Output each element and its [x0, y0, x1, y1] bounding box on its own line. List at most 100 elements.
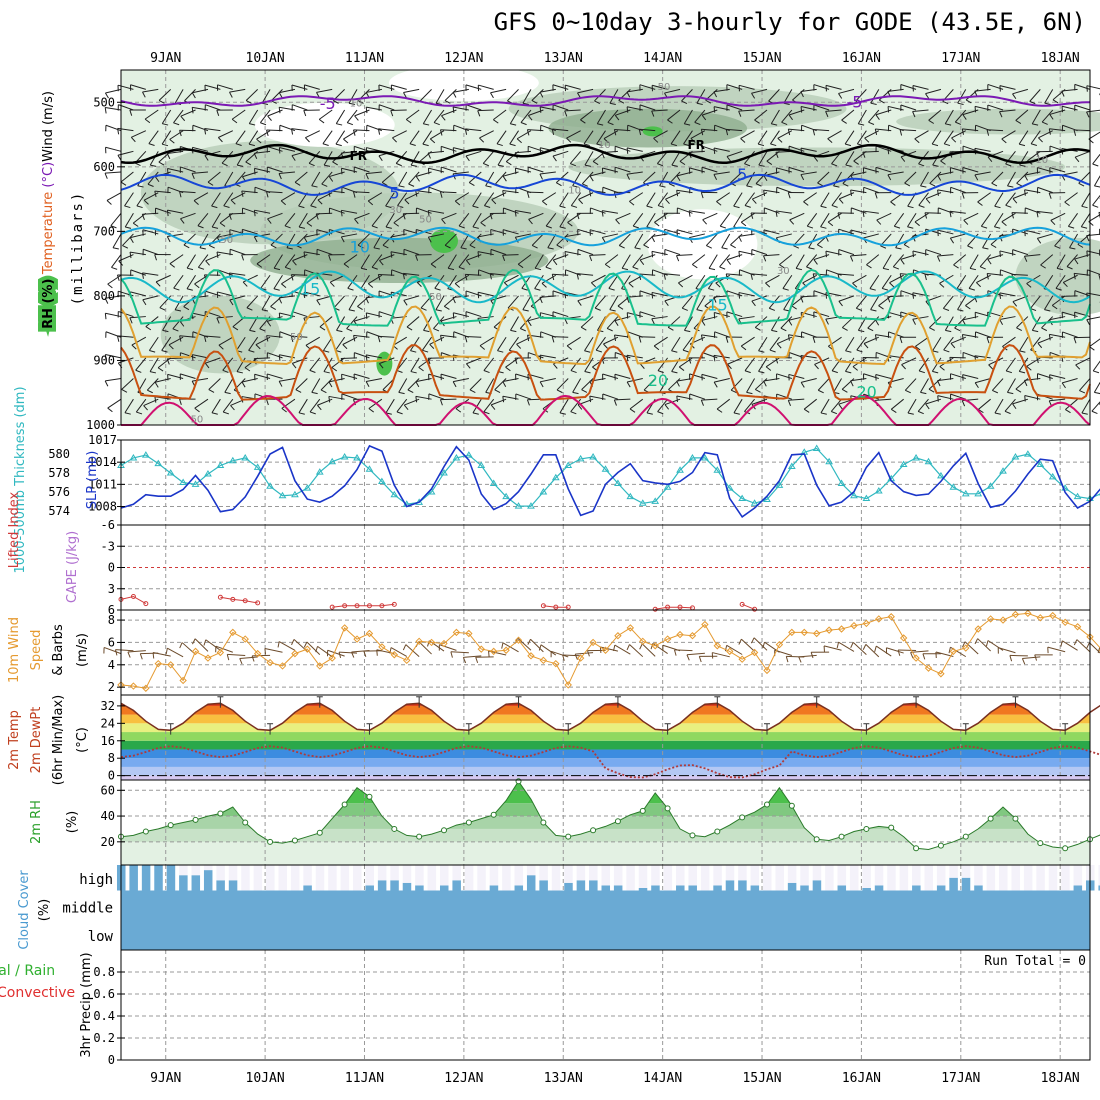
wind-barb: [520, 328, 526, 332]
cloud-bar: [800, 885, 809, 891]
wind-barb: [692, 264, 698, 269]
wind-barb: [657, 192, 669, 206]
wind-barb: [725, 129, 729, 136]
wind-barb: [515, 210, 532, 214]
wind-barb: [166, 358, 170, 365]
wind-barb: [596, 143, 603, 147]
wind-barb: [371, 254, 383, 268]
wind-barb: [982, 233, 992, 249]
wind-barb: [376, 649, 378, 656]
wind-barb: [205, 357, 221, 364]
wind-barb: [205, 639, 221, 651]
wind-barb: [857, 109, 867, 125]
wind-barb: [1089, 338, 1100, 348]
wind-barb: [1041, 109, 1054, 123]
y-tick-label: 8: [108, 751, 115, 765]
wind-barb: [516, 138, 522, 144]
rh-contour-label: 50: [429, 292, 442, 303]
wind-barb: [986, 129, 990, 136]
cloud-bar: [750, 885, 760, 891]
wind-barb: [539, 106, 542, 113]
wind-barb: [410, 336, 420, 351]
wind-barb: [589, 396, 592, 403]
wind-barb: [670, 143, 677, 147]
lifted-index-line: [543, 605, 569, 608]
wind-barb: [820, 412, 827, 415]
wind-barb: [231, 118, 238, 124]
wind-barb: [1092, 163, 1099, 167]
wind-barb: [465, 150, 482, 157]
cloud-bar: [688, 885, 697, 891]
wind-barb: [172, 328, 179, 332]
wind-barb: [154, 254, 158, 261]
wind-barb: [409, 130, 420, 145]
wind-barb: [570, 370, 577, 374]
wind-barb: [347, 122, 354, 126]
wind-barb: [530, 638, 544, 653]
y-tick-label: -6: [101, 518, 115, 532]
wind-barb: [1088, 214, 1100, 222]
wind-barb: [136, 205, 143, 209]
rh-contour-label: 50: [290, 332, 303, 343]
wind-barb: [484, 205, 491, 208]
wind-barb: [472, 213, 482, 228]
wind-barb: [818, 389, 824, 394]
wind-barb: [639, 259, 645, 266]
wind-barb: [689, 233, 705, 239]
wind-barb: [211, 213, 221, 228]
thickness-point: [1073, 492, 1082, 500]
wind-barb: [566, 336, 581, 347]
cloud-clear: [738, 865, 747, 881]
wind-barb: [870, 89, 880, 104]
cloud-clear: [626, 865, 635, 891]
wind-barb: [179, 190, 196, 194]
wind-barb: [186, 288, 193, 291]
wind-barb: [197, 225, 204, 229]
wind-barb: [943, 349, 950, 353]
thickness-point: [850, 491, 858, 499]
wind-barb: [823, 645, 842, 651]
wind-speed-point: [937, 670, 945, 678]
wind-barb: [831, 204, 838, 208]
rh-contour-label: 50: [419, 214, 432, 225]
wind-barb: [137, 185, 144, 188]
wind-barb: [235, 130, 246, 144]
wind-barb: [423, 329, 430, 333]
wind-barb: [284, 212, 296, 227]
wind-speed-point: [216, 648, 225, 657]
wind-barb: [961, 192, 965, 199]
ylabel-wind: Wind (m/s): [41, 91, 56, 162]
y-tick-label: 32: [101, 699, 115, 713]
wind-barb: [149, 371, 157, 374]
wind-barb: [1086, 642, 1090, 649]
cloud-bar: [191, 875, 201, 891]
wind-barb: [943, 307, 950, 311]
wind-barb: [106, 200, 112, 205]
wind-barb: [422, 349, 429, 353]
wind-barb: [545, 266, 552, 270]
wind-barb: [879, 99, 885, 104]
wind-barb: [779, 254, 793, 266]
wind-barb: [988, 364, 994, 370]
wind-barb: [651, 316, 668, 320]
wind-barb: [904, 182, 911, 187]
wind-barb: [719, 266, 726, 270]
cloud-bar: [377, 880, 387, 891]
wind-barb: [738, 292, 741, 299]
wind-barb: [590, 207, 606, 214]
wind-barb: [889, 274, 904, 284]
wind-barb: [1093, 381, 1100, 393]
wind-barb: [493, 109, 507, 121]
wind-barb: [208, 378, 221, 390]
wind-barb: [651, 291, 668, 297]
wind-barb: [562, 654, 565, 661]
wind-barb: [838, 641, 855, 652]
wind-barb: [147, 389, 153, 394]
wind-barb: [622, 267, 629, 271]
wind-barb: [390, 251, 393, 258]
wind-barb: [280, 200, 286, 206]
wind-barb: [1015, 388, 1022, 393]
wind-barb: [279, 146, 296, 152]
x-tick-label-bottom: 15JAN: [742, 1071, 781, 1086]
wind-barb: [844, 143, 852, 147]
